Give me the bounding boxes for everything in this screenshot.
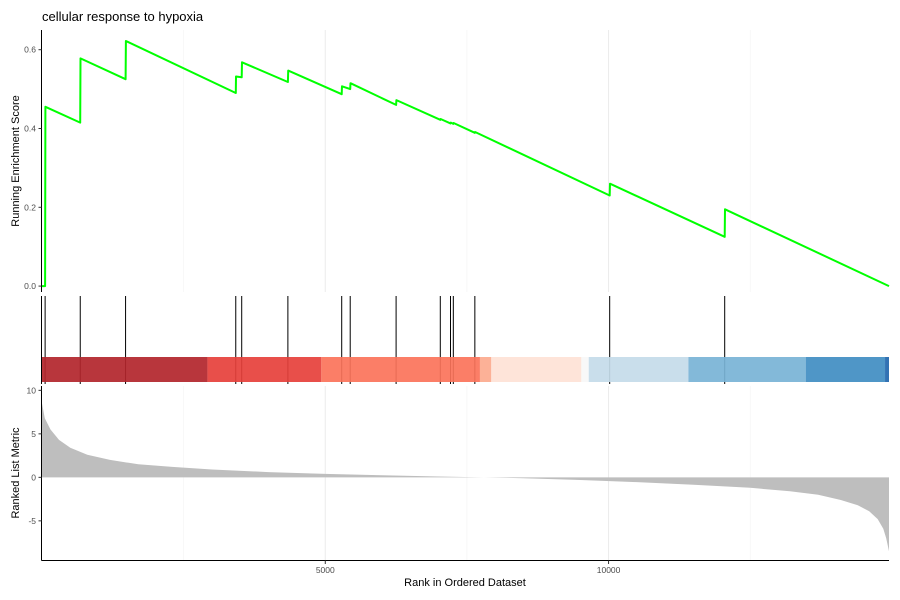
rank-color-bands bbox=[42, 357, 889, 382]
ranked-metric-y-tick-label: 10 bbox=[27, 385, 37, 395]
rank-band-segment bbox=[805, 357, 886, 382]
gene-hits-panel bbox=[41, 296, 889, 384]
x-axis-ticks: 5000 10000 bbox=[316, 560, 621, 575]
ranked-metric-area bbox=[42, 403, 889, 552]
rank-band-segment bbox=[688, 357, 806, 382]
ranked-metric-y-tick-label: 0 bbox=[31, 472, 36, 482]
x-tick-label: 5000 bbox=[316, 565, 335, 575]
rank-band-segment bbox=[321, 357, 480, 382]
running-score-y-tick-label: 0.4 bbox=[24, 123, 36, 133]
running-score-panel: 0.0 0.2 0.4 0.6 Running Enrichment Score bbox=[10, 30, 890, 292]
ranked-metric-y-axis-title: Ranked List Metric bbox=[10, 427, 22, 519]
ranked-metric-area-group bbox=[42, 403, 889, 552]
ranked-metric-y-ticks: -5 0 5 10 bbox=[27, 385, 42, 526]
chart-title: cellular response to hypoxia bbox=[42, 9, 204, 24]
ranked-metric-y-tick-label: -5 bbox=[28, 516, 36, 526]
running-score-gridlines bbox=[183, 30, 751, 292]
rank-band-segment bbox=[479, 357, 492, 382]
rank-band-segment bbox=[491, 357, 582, 382]
ranked-metric-panel: -5 0 5 10 5000 10000 Ranked List Metric Rank… bbox=[10, 385, 889, 589]
rank-band-segment bbox=[885, 357, 889, 382]
running-score-line-group bbox=[42, 40, 890, 288]
ranked-metric-y-tick-label: 5 bbox=[31, 429, 36, 439]
running-score-line bbox=[42, 40, 890, 288]
ranked-metric-gridlines bbox=[183, 386, 751, 560]
x-axis-title: Rank in Ordered Dataset bbox=[404, 577, 526, 589]
running-score-y-tick-label: 0.2 bbox=[24, 202, 36, 212]
rank-band-segment bbox=[207, 357, 322, 382]
running-score-y-ticks: 0.0 0.2 0.4 0.6 bbox=[24, 45, 42, 291]
rank-band-segment bbox=[581, 357, 589, 382]
rank-band-segment bbox=[42, 357, 208, 382]
running-score-y-axis-title: Running Enrichment Score bbox=[10, 95, 22, 226]
running-score-y-tick-label: 0.0 bbox=[24, 281, 36, 291]
rank-band-segment bbox=[588, 357, 689, 382]
running-score-y-tick-label: 0.6 bbox=[24, 45, 36, 55]
x-tick-label: 10000 bbox=[597, 565, 621, 575]
